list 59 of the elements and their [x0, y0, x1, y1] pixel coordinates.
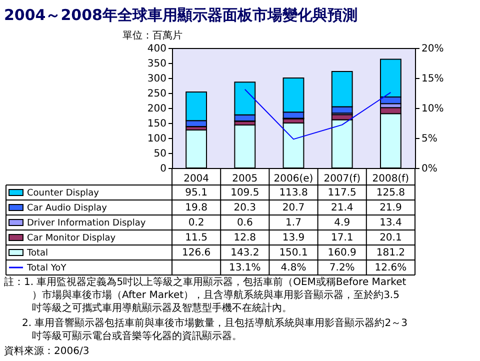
data-label: 117.5: [328, 188, 356, 198]
data-label: 126.6: [182, 248, 211, 258]
x-tick-label: 2008(f): [372, 174, 410, 184]
text: 註：1. 車用監視器定義為5吋以上等級之車用顯示器，包括車前（OEM或稱Before Market）市場與車後市場（After Market），且含導航系統與車用影音顯示器，至於約3.5吋等級之可攜式車用導航顯示器及智慧型手機不在統計內。: [4, 276, 406, 314]
y-tick-label: 300: [147, 74, 166, 84]
legend-label: Total: [26, 248, 48, 258]
data-label: 0.2: [188, 218, 204, 228]
data-label: 1.7: [286, 218, 302, 228]
y2-tick-label: 0%: [422, 164, 438, 174]
data-label: 160.9: [328, 248, 356, 258]
y2-tick-label: 15%: [422, 74, 444, 84]
y-tick-label: 400: [147, 44, 166, 54]
y-tick-label: 150: [147, 118, 166, 130]
data-label: 13.9: [282, 232, 305, 244]
x-tick-label: 2005: [232, 174, 258, 184]
data-label: 13.1%: [229, 262, 261, 274]
data-label: 7.2%: [329, 262, 355, 274]
data-label: 19.8: [185, 202, 208, 214]
data-label: 12.6%: [374, 262, 407, 274]
data-label: 12.8: [234, 232, 256, 244]
x-tick-label: 2007(f): [324, 174, 361, 184]
data-label: 109.5: [230, 188, 260, 198]
data-label: 11.5: [185, 232, 208, 244]
x-tick-label: 2004: [184, 174, 210, 184]
data-label: 125.8: [376, 188, 406, 198]
y2-tick-label: 5%: [422, 134, 438, 144]
data-label: 95.1: [185, 188, 208, 198]
y-tick-label: 250: [147, 88, 166, 100]
legend-label: Driver Information Display: [27, 218, 146, 228]
y2-tick-label: 20%: [422, 44, 444, 54]
y-tick-label: 200: [147, 104, 166, 114]
y-tick-label: 0: [160, 164, 166, 174]
source-note: 資料來源：2006/3: [4, 345, 90, 357]
data-label: 4.8%: [280, 262, 306, 274]
data-label: 0.6: [236, 218, 253, 228]
text: 2. 車用音響顯示器包括車前與車後市場數量，且包括導航系統與車用影音顯示器約2～3吋等級可顯示電台或音樂等化器的資訊顯示器。: [22, 317, 408, 342]
data-label: 13.4: [380, 218, 402, 228]
data-label: 21.9: [380, 202, 402, 214]
legend-label: Car Audio Display: [27, 204, 108, 214]
data-label: 20.1: [380, 232, 402, 244]
data-label: 21.4: [330, 202, 354, 214]
data-label: 17.1: [330, 232, 354, 244]
legend-label: Counter Display: [27, 188, 100, 198]
data-label: 143.2: [230, 248, 260, 258]
y-tick-label: 50: [154, 148, 166, 160]
y2-tick-label: 10%: [422, 104, 444, 114]
legend-label: Car Monitor Display: [27, 234, 116, 244]
data-label: 181.2: [376, 248, 406, 258]
data-label: 20.7: [282, 202, 305, 214]
legend-label: Total YoY: [26, 264, 67, 274]
y-tick-label: 350: [147, 58, 166, 70]
chart-title: 2004～2008年全球車用顯示器面板市場變化與預測: [4, 6, 358, 24]
data-label: 20.3: [234, 202, 256, 214]
data-label: 4.9: [334, 218, 350, 228]
data-label: 113.8: [279, 188, 308, 198]
x-tick-label: 2006(e): [274, 174, 314, 184]
y-tick-label: 100: [147, 134, 166, 144]
data-label: 150.1: [279, 248, 308, 258]
y-axis-title: 單位：百萬片: [122, 30, 182, 42]
